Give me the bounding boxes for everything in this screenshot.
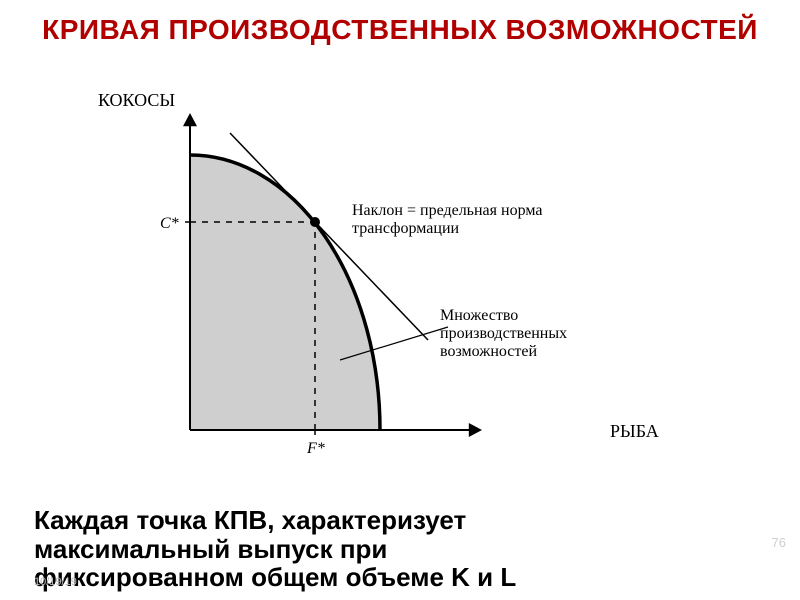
svg-text:производственных: производственных [440, 325, 567, 342]
ppf-chart: C* F* Наклон = предельная норматрансформац… [90, 95, 710, 475]
slope-annotation: Наклон = предельная норма [352, 202, 542, 219]
page-number: 76 [772, 535, 786, 550]
x-axis-label: РЫБА [610, 421, 659, 441]
footer-date: 10/19/19 [34, 576, 77, 588]
caption-text: Каждая точка КПВ, характеризует максимал… [34, 506, 774, 592]
f-star-label: F* [306, 440, 325, 457]
c-star-label: C* [160, 215, 179, 232]
caption-line-2: максимальный выпуск при [34, 534, 387, 564]
caption-line-3: фиксированном общем объеме K и L [34, 562, 516, 592]
slide-title: КРИВАЯ ПРОИЗВОДСТВЕННЫХ ВОЗМОЖНОСТЕЙ [0, 14, 800, 46]
slope-annotation-2: трансформации [352, 220, 460, 237]
set-annotation: Множество [440, 307, 518, 324]
caption-line-1: Каждая точка КПВ, характеризует [34, 505, 466, 535]
svg-text:возможностей: возможностей [440, 343, 537, 360]
